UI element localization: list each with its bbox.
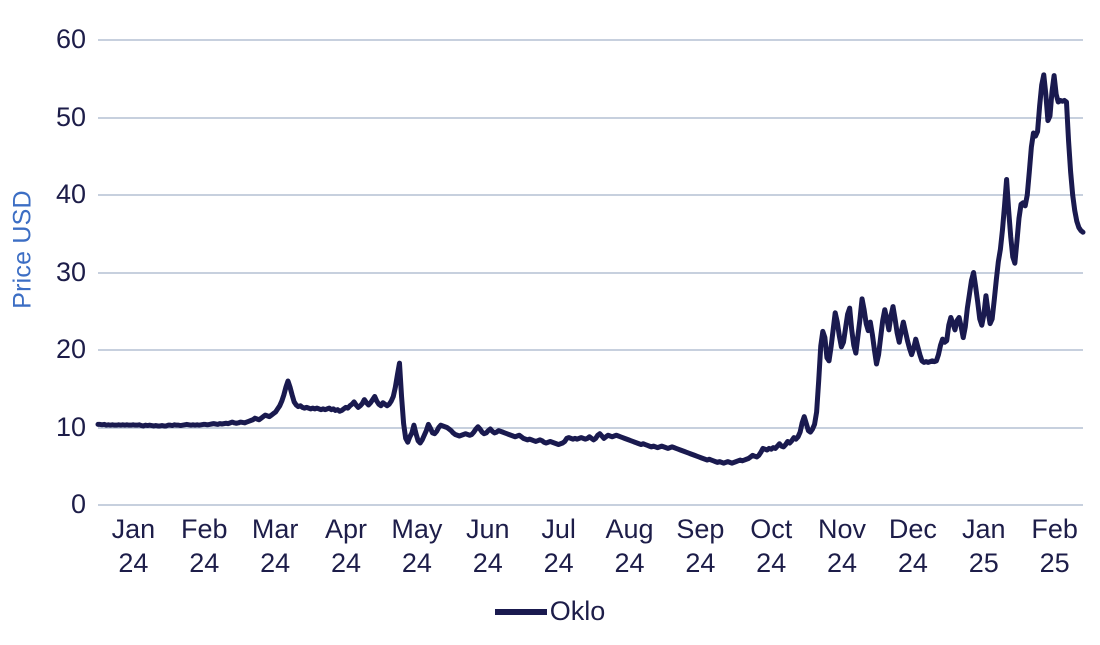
gridline-10: [98, 426, 1083, 429]
y-tick-label-60: 60: [55, 24, 86, 54]
x-tick-label-feb-24: Feb 24: [169, 512, 240, 581]
x-tick-month: Mar: [251, 514, 299, 544]
x-tick-year: 24: [118, 548, 149, 579]
x-tick-month: May: [391, 514, 443, 544]
chart-legend: Oklo: [0, 598, 1100, 625]
data-line: [95, 72, 1086, 466]
x-tick-month: Jan: [111, 514, 156, 544]
y-tick-label-30: 30: [55, 256, 86, 287]
x-tick-year: 24: [897, 548, 928, 579]
x-axis-tick-labels: Jan 24 Feb 24 Mar 24 Apr 24 May 24 Jun 24 Jul 24 Aug 2…: [98, 512, 1083, 588]
x-tick-label-feb-25: Feb 25: [1019, 512, 1090, 581]
y-tick-label-10: 10: [55, 411, 86, 442]
x-tick-year: 24: [260, 548, 291, 579]
series-line-oklo: [95, 72, 1086, 466]
x-tick-year: 24: [330, 548, 362, 579]
x-tick-month: Apr: [324, 514, 368, 544]
x-tick-month: Aug: [605, 514, 654, 544]
x-tick-month: Oct: [750, 514, 793, 544]
x-tick-month: Jul: [541, 514, 576, 544]
gridline-20: [98, 349, 1083, 351]
legend-swatch-icon: [494, 608, 547, 615]
x-tick-label-jan-25: Jan 25: [948, 512, 1019, 581]
x-tick-label-mar-24: Mar 24: [240, 512, 311, 581]
legend-item-oklo[interactable]: Oklo: [494, 596, 606, 626]
gridline-60: [98, 39, 1083, 41]
x-tick-year: 25: [968, 548, 999, 579]
x-tick-label-jun-24: Jun 24: [452, 512, 523, 581]
x-tick-year: 25: [1039, 548, 1070, 579]
x-tick-month: Nov: [818, 514, 867, 544]
x-tick-label-oct-24: Oct 24: [736, 512, 807, 581]
x-tick-year: 24: [472, 548, 503, 579]
y-tick-label-20: 20: [55, 334, 86, 364]
gridlines: [98, 39, 1083, 506]
x-tick-year: 24: [827, 548, 858, 579]
y-tick-label-40: 40: [55, 179, 86, 209]
x-tick-month: Sep: [676, 514, 725, 544]
legend-item-label: Oklo: [549, 596, 606, 626]
x-tick-year: 24: [189, 548, 220, 579]
x-tick-month: Feb: [1031, 514, 1078, 544]
x-tick-label-jan-24: Jan 24: [98, 512, 169, 581]
y-tick-label-50: 50: [55, 101, 86, 132]
x-tick-month: Jan: [962, 514, 1006, 544]
x-tick-year: 24: [614, 548, 645, 579]
x-tick-label-may-24: May 24: [381, 512, 452, 581]
x-tick-year: 24: [685, 548, 716, 579]
x-tick-year: 24: [401, 548, 432, 579]
y-tick-label-0: 0: [70, 489, 86, 519]
x-tick-label-apr-24: Apr 24: [311, 512, 382, 581]
y-axis-tick-labels: 0 10 20 30 40 50 60: [0, 0, 86, 645]
x-tick-year: 24: [543, 548, 574, 579]
gridline-0: [98, 504, 1083, 506]
x-tick-month: Feb: [181, 514, 228, 544]
x-tick-label-aug-24: Aug 24: [594, 512, 665, 581]
x-tick-month: Dec: [888, 514, 937, 544]
x-tick-year: 24: [756, 548, 787, 579]
gridline-30: [98, 271, 1083, 274]
x-tick-label-dec-24: Dec 24: [877, 512, 948, 581]
gridline-50: [98, 116, 1083, 119]
plot-area: [95, 39, 1086, 506]
x-tick-label-jul-24: Jul 24: [523, 512, 594, 581]
x-tick-month: Jun: [465, 514, 510, 544]
x-tick-label-nov-24: Nov 24: [807, 512, 878, 581]
x-tick-label-sep-24: Sep 24: [665, 512, 736, 581]
gridline-40: [98, 194, 1083, 196]
